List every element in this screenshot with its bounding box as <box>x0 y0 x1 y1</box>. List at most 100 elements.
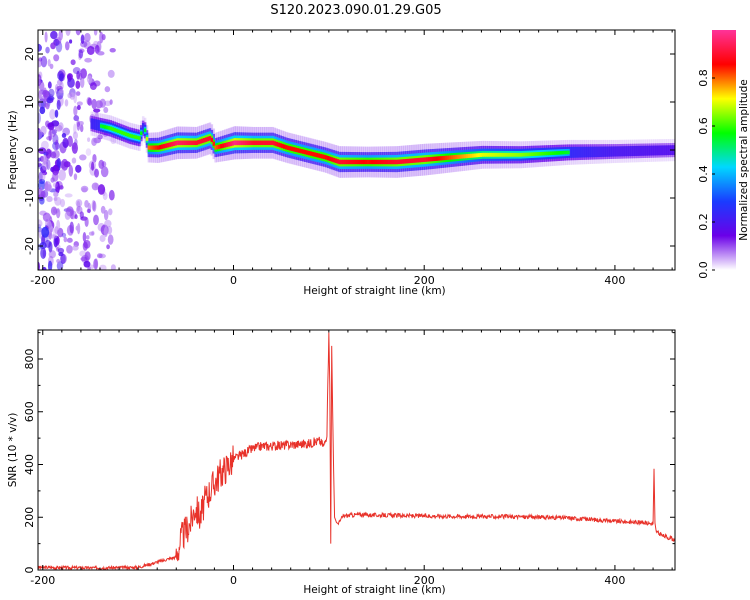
ridge-cell <box>199 139 202 144</box>
ridge-cell <box>460 154 463 159</box>
noise-blob <box>96 253 103 259</box>
noise-blob <box>110 264 116 270</box>
colorbar-tick-label: 0.2 <box>697 213 710 231</box>
ridge-cell <box>557 151 561 155</box>
ridge-cell <box>157 145 160 150</box>
noise-blob <box>87 137 91 142</box>
noise-blob <box>79 211 84 219</box>
noise-blob <box>44 181 52 191</box>
ridge-cell <box>313 152 317 157</box>
noise-blob <box>41 160 49 171</box>
spectrogram-y-axis-label: Frequency (Hz) <box>7 110 19 189</box>
noise-blob <box>49 128 56 138</box>
ridge-cell <box>660 145 664 156</box>
ridge-cell <box>109 126 113 131</box>
ridge-cell <box>483 152 486 157</box>
ridge-cell <box>374 159 378 165</box>
ridge-cell <box>641 145 645 156</box>
ridge-cell <box>262 140 265 146</box>
ridge-cell <box>422 157 425 162</box>
ridge-cell <box>161 144 164 149</box>
noise-blob <box>45 102 50 110</box>
noise-blob <box>38 147 47 154</box>
x-tick-label: -200 <box>30 274 55 287</box>
colorbar-tick-label: 0.8 <box>697 69 710 87</box>
noise-blob <box>86 208 91 213</box>
ridge-cell <box>548 151 551 156</box>
ridge-cell <box>637 145 641 156</box>
ridge-cell <box>456 154 460 159</box>
ridge-cell <box>498 152 502 157</box>
ridge-cell <box>174 141 177 146</box>
ridge-cell <box>204 137 208 142</box>
noise-blob <box>58 89 64 94</box>
noise-blob <box>60 253 66 265</box>
noise-blob <box>67 77 75 88</box>
ridge-cell <box>111 127 114 131</box>
noise-blob <box>50 206 58 216</box>
ridge-cell <box>416 158 420 163</box>
noise-blob <box>38 171 43 182</box>
ridge-cell <box>622 146 626 157</box>
y-tick-label: 600 <box>23 401 36 422</box>
ridge-cell <box>107 126 111 130</box>
ridge-cell <box>403 159 406 164</box>
ridge-cell <box>426 157 429 162</box>
noise-blob <box>50 42 56 50</box>
ridge-cell <box>134 135 137 139</box>
x-tick-label: 0 <box>230 274 237 287</box>
noise-blob <box>38 219 43 228</box>
noise-blob <box>93 214 99 226</box>
noise-blob <box>91 199 96 211</box>
noise-blob <box>55 181 60 194</box>
ridge-cell <box>283 144 286 149</box>
ridge-cell <box>380 159 383 165</box>
noise-blob <box>91 182 100 191</box>
snr-x-axis-label: Height of straight line (km) <box>303 584 445 596</box>
noise-blob <box>94 258 99 270</box>
ridge-cell <box>616 146 620 157</box>
ridge-cell <box>389 159 393 165</box>
ridge-cell <box>336 159 339 164</box>
ridge-cell <box>141 123 145 134</box>
ridge-cell <box>551 151 555 155</box>
ridge-cell <box>534 152 538 156</box>
ridge-cell <box>311 151 315 157</box>
noise-blob <box>84 199 89 208</box>
ridge-cell <box>506 152 509 157</box>
ridge-cell <box>559 151 563 155</box>
ridge-cell <box>319 153 322 159</box>
noise-blob <box>72 131 79 140</box>
ridge-cell <box>649 145 652 156</box>
noise-blob <box>100 205 106 214</box>
noise-blob <box>80 76 85 88</box>
noise-blob <box>84 57 93 63</box>
ridge-cell <box>98 120 101 131</box>
ridge-cell <box>225 142 229 147</box>
ridge-cell <box>532 152 536 156</box>
ridge-cell <box>368 159 372 165</box>
ridge-cell <box>500 152 503 157</box>
ridge-cell <box>302 149 305 154</box>
ridge-cell <box>288 146 292 151</box>
ridge-cell <box>115 128 118 133</box>
ridge-cell <box>119 130 122 134</box>
ridge-cell <box>252 140 256 146</box>
noise-blob <box>65 41 70 51</box>
ridge-cell <box>103 125 107 129</box>
ridge-cell <box>241 140 244 146</box>
ridge-cell <box>397 159 401 165</box>
ridge-cell <box>243 140 246 146</box>
ridge-cell <box>485 152 488 157</box>
ridge-cell <box>445 155 448 160</box>
ridge-cell <box>521 152 524 157</box>
noise-blob <box>48 250 56 259</box>
ridge-cell <box>433 156 437 161</box>
noise-blob <box>80 185 89 193</box>
noise-blob <box>76 105 81 111</box>
noise-blob <box>72 67 81 75</box>
noise-blob <box>93 30 98 36</box>
ridge-cell <box>628 146 631 157</box>
ridge-cell <box>351 159 355 165</box>
noise-blob <box>68 165 74 177</box>
